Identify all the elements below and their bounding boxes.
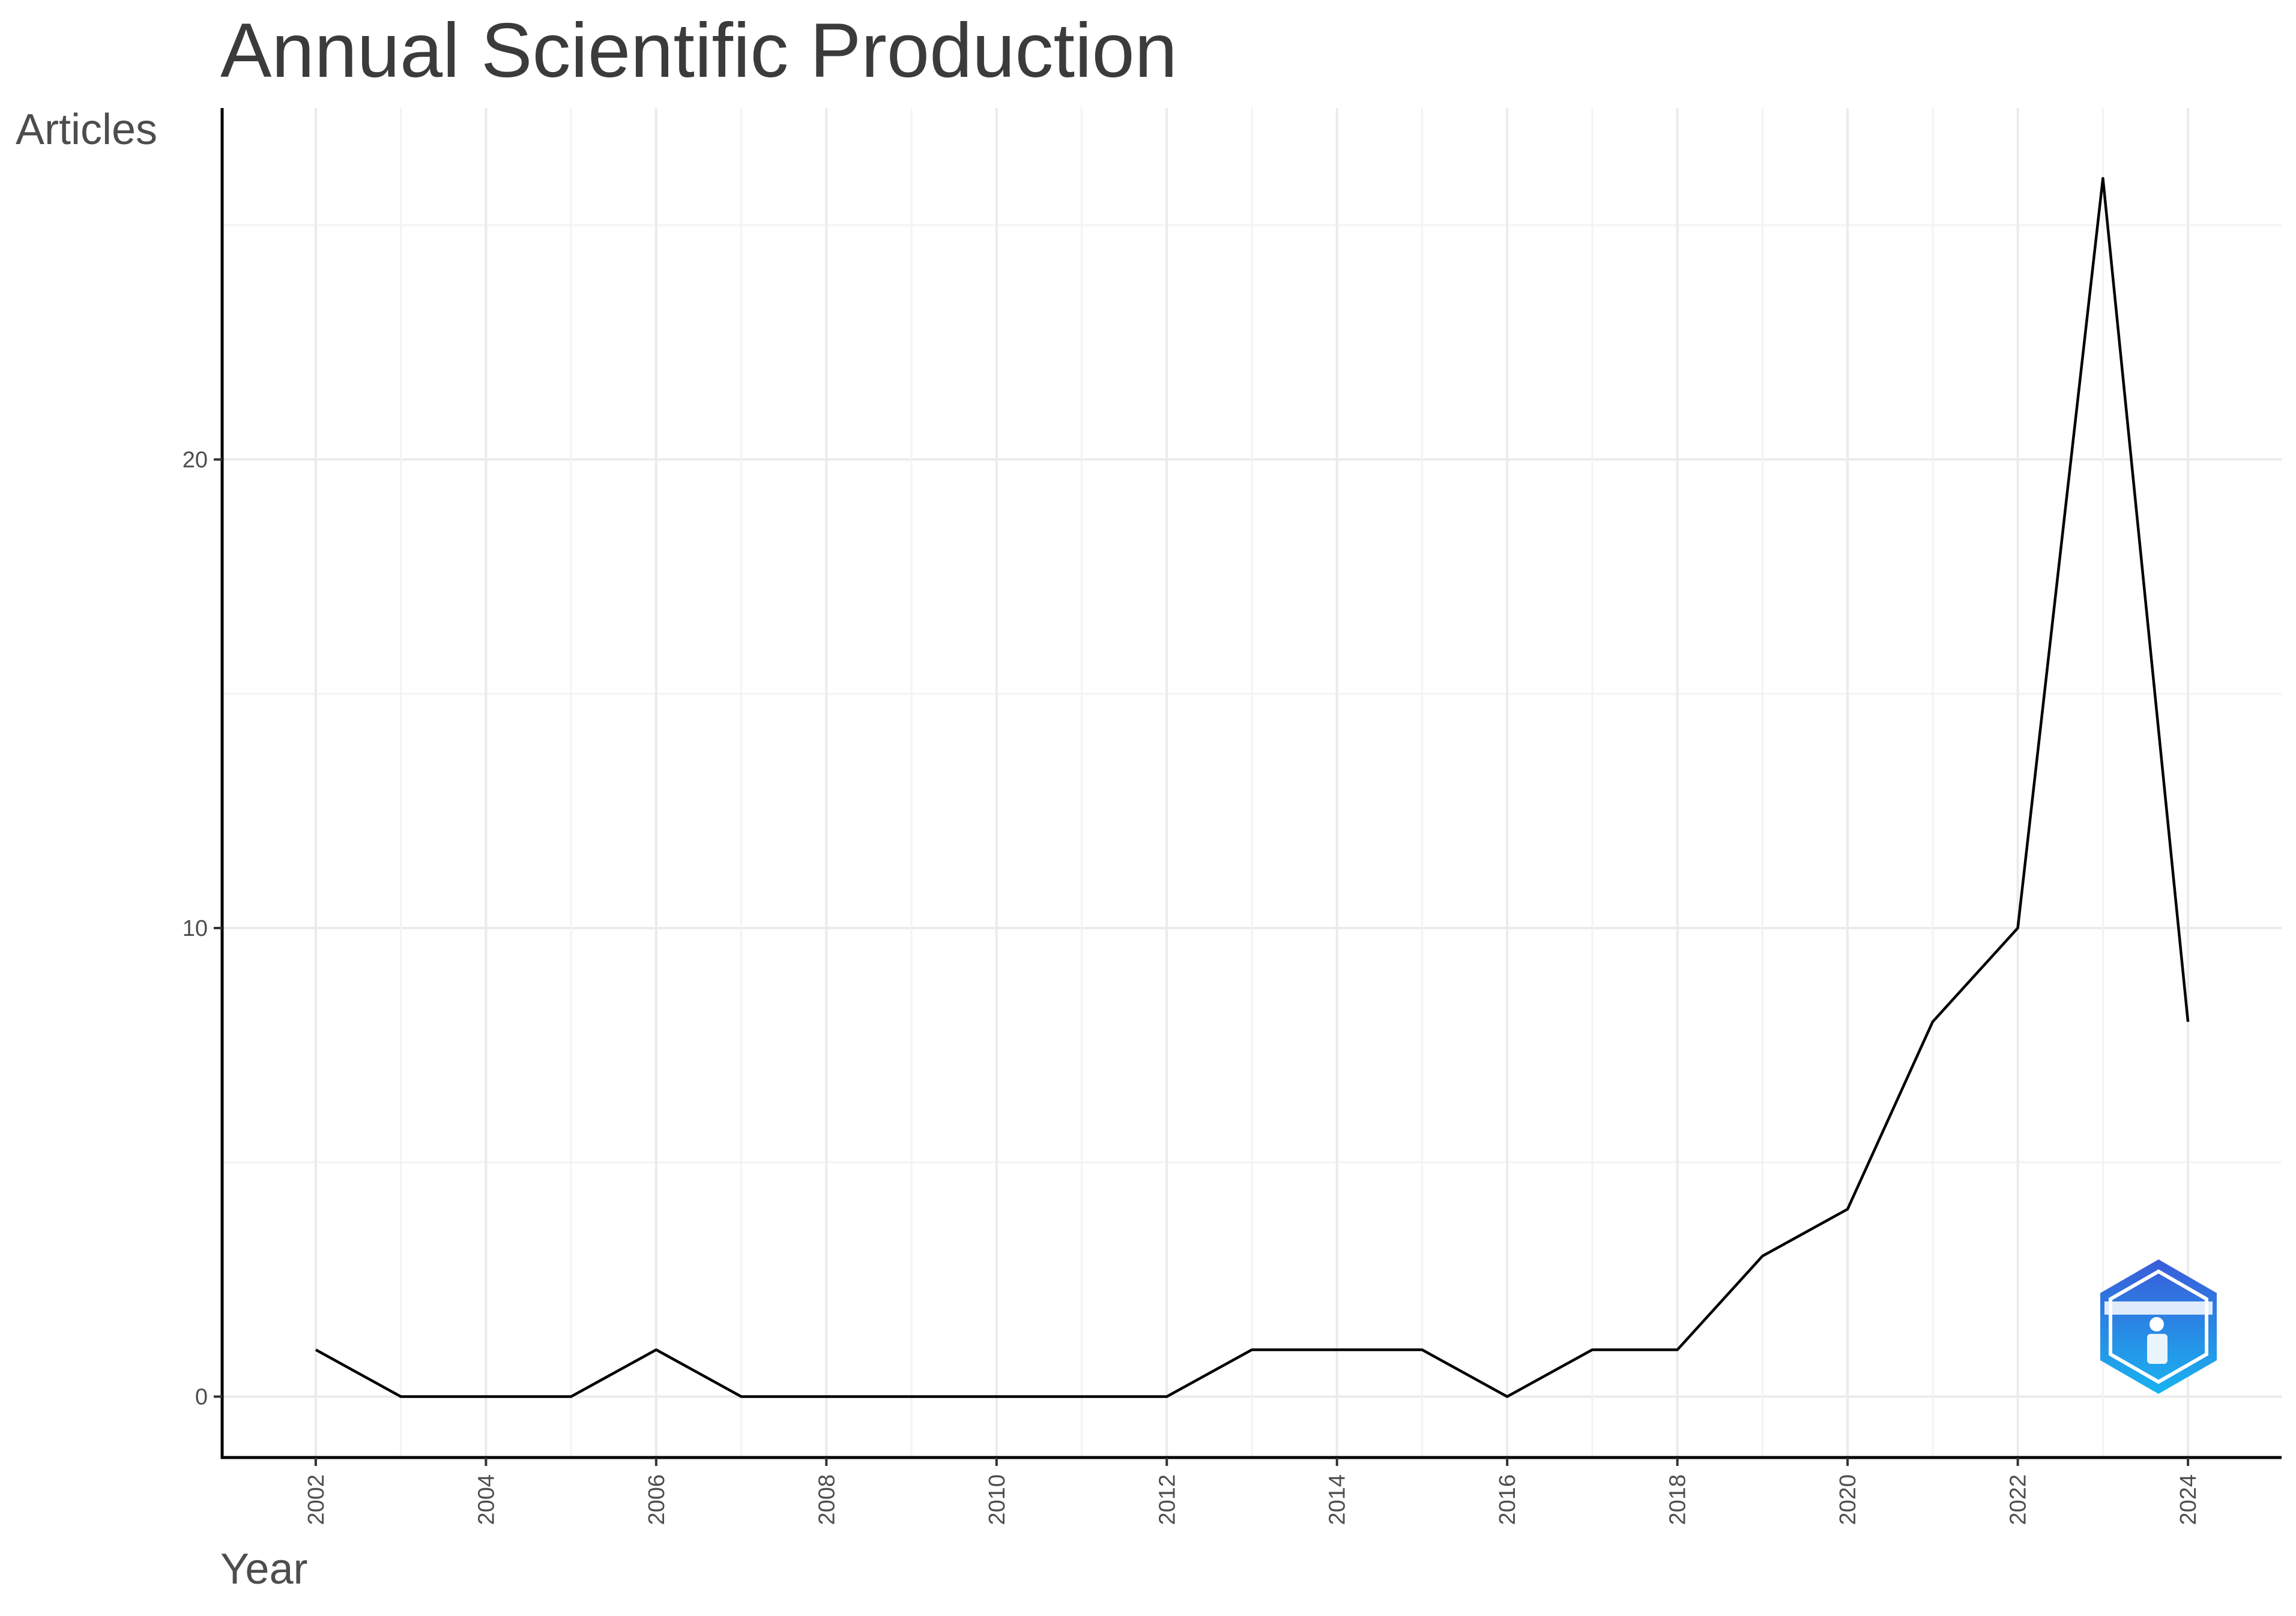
x-tick-label: 2006 [644, 1474, 669, 1525]
x-tick-label: 2012 [1155, 1474, 1180, 1525]
x-tick-label: 2010 [985, 1474, 1010, 1525]
y-tick-label: 0 [195, 1385, 208, 1410]
x-tick-label: 2020 [1835, 1474, 1861, 1525]
series-line-group [315, 176, 2190, 1398]
x-tick-label: 2024 [2176, 1474, 2201, 1525]
x-tick-label: 2004 [474, 1474, 499, 1525]
x-tick-label: 2014 [1325, 1474, 1350, 1525]
biblioshiny-logo [2100, 1259, 2217, 1394]
tick-labels: 0 10 20 2002 2004 2006 2008 2010 2012 2014 2016 201… [183, 447, 2201, 1525]
y-tick-label: 10 [183, 916, 208, 941]
chart-title: Annual Scientific Production [220, 8, 1177, 94]
x-tick-label: 2022 [2006, 1474, 2031, 1525]
x-tick-label: 2016 [1495, 1474, 1520, 1525]
x-axis-title: Year [220, 1545, 307, 1593]
x-tick-label: 2002 [304, 1474, 329, 1525]
logo-figure-body-icon [2147, 1334, 2168, 1364]
y-axis-title: Articles [16, 106, 157, 154]
logo-inner-hexagon-icon [2109, 1269, 2208, 1384]
y-tick-label: 20 [183, 447, 208, 472]
x-tick-label: 2018 [1666, 1474, 1691, 1525]
logo-figure-head-icon [2149, 1317, 2164, 1331]
axes [220, 108, 2282, 1459]
grid [222, 108, 2282, 1458]
logo-banner-icon [2104, 1301, 2213, 1315]
x-tick-label: 2008 [814, 1474, 839, 1525]
